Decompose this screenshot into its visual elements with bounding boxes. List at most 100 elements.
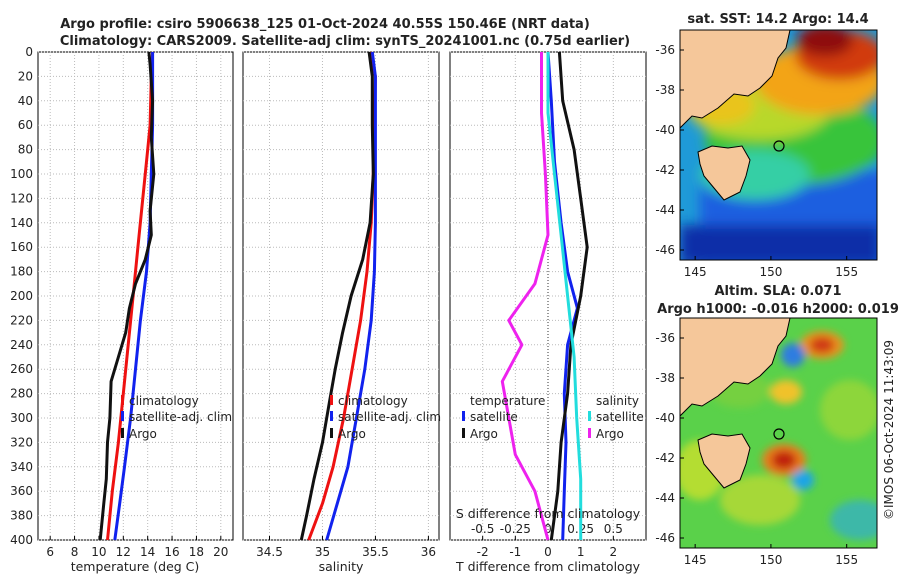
sst-tasmania (697, 145, 751, 201)
temperature-panel: 0 20 40 60 80 100 120 140 160 180 200 220 240 260 280 3… (10, 45, 234, 574)
sla-map-frame (679, 317, 878, 549)
series-line-salinity-satellite (546, 52, 583, 540)
x-tick-label: 8 (71, 545, 79, 559)
x-tick-label: 2 (610, 545, 618, 559)
depth-tick-label: 340 (10, 460, 33, 474)
x-tick-label: 35.5 (362, 545, 389, 559)
difference-xlabel: T difference from climatology (455, 559, 641, 574)
sst-map-panel: sat. SST: 14.2 Argo: 14.4 145 150 155 -36 -3… (655, 12, 878, 279)
depth-tick-label: 40 (18, 94, 33, 108)
salinity-plot-frame (242, 51, 440, 541)
salinity-xlabel: salinity (319, 559, 364, 574)
title-line-1: Argo profile: csiro 5906638_125 01-Oct-2… (60, 17, 590, 32)
x-tick-label: -2 (477, 545, 489, 559)
map-y-tick-label: -42 (655, 163, 675, 177)
map-x-tick-label: 155 (835, 265, 858, 279)
depth-tick-label: 220 (10, 313, 33, 327)
x-tick-label: 14 (140, 545, 155, 559)
difference-secondary-xlabel: S difference from climatology (456, 506, 641, 521)
legend-swatch-temp-satellite (462, 411, 465, 421)
legend-swatch-satellite-adj (330, 411, 333, 421)
x-tick-label: 10 (91, 545, 106, 559)
x-tick-label: 0 (544, 545, 552, 559)
sst-map-field (680, 30, 877, 260)
x-tick-label: 20 (213, 545, 228, 559)
x-tick-label: 34.5 (256, 545, 283, 559)
legend-title-salinity: salinity (596, 394, 639, 408)
salinity-panel: 34.5 35 35.5 36 salinity climatology satell… (242, 51, 441, 574)
depth-tick-label: 360 (10, 484, 33, 498)
temperature-xlabel: temperature (deg C) (71, 559, 200, 574)
legend-label-climatology: climatology (338, 394, 408, 408)
x-tick-label: 6 (46, 545, 54, 559)
depth-tick-label: 160 (10, 240, 33, 254)
depth-tick-label: 80 (18, 143, 33, 157)
sla-map-subtitle: Argo h1000: -0.016 h2000: 0.019 (657, 302, 899, 317)
x-tick-label: 18 (189, 545, 204, 559)
sla-map-field (680, 318, 877, 548)
map-y-tick-label: -44 (655, 203, 675, 217)
map-x-tick-label: 155 (835, 553, 858, 567)
legend-swatch-climatology (330, 395, 333, 405)
map-y-tick-label: -36 (655, 331, 675, 345)
x-tick-label: 35 (315, 545, 330, 559)
map-y-tick-label: -38 (655, 371, 675, 385)
depth-tick-label: 0 (25, 45, 33, 59)
depth-tick-label: 300 (10, 411, 33, 425)
map-y-tick-label: -46 (655, 531, 675, 545)
difference-legend: temperature satellite Argo salinity sate… (462, 394, 644, 441)
map-y-tick-label: -36 (655, 43, 675, 57)
legend-swatch-climatology (121, 395, 124, 405)
sla-tasmania (697, 433, 751, 489)
series-line-satellite-adj-clim (325, 51, 377, 541)
legend-label-sal-argo: Argo (596, 427, 624, 441)
sst-map-frame (679, 29, 878, 261)
depth-tick-label: 320 (10, 435, 33, 449)
depth-tick-label: 400 (10, 533, 33, 547)
secondary-x-tick-label: -0.25 (500, 522, 531, 536)
legend-swatch-sal-satellite (588, 411, 591, 421)
x-tick-label: -1 (509, 545, 521, 559)
depth-tick-label: 140 (10, 216, 33, 230)
x-tick-label: 16 (164, 545, 179, 559)
x-tick-label: 12 (116, 545, 131, 559)
salinity-legend: climatology satellite-adj. clim Argo (330, 394, 441, 441)
x-tick-label: 1 (577, 545, 585, 559)
map-y-tick-label: -46 (655, 243, 675, 257)
map-x-tick-label: 150 (759, 553, 782, 567)
x-tick-label: 36 (421, 545, 436, 559)
sst-mainland (680, 30, 791, 129)
sla-argo-marker (773, 428, 785, 440)
legend-swatch-argo (330, 428, 333, 438)
depth-tick-label: 200 (10, 289, 33, 303)
depth-tick-label: 60 (18, 118, 33, 132)
legend-swatch-sal-argo (588, 428, 591, 438)
depth-tick-label: 280 (10, 387, 33, 401)
legend-swatch-temp-argo (462, 428, 465, 438)
series-line-climatology (106, 51, 155, 541)
imos-watermark: ©IMOS 06-Oct-2024 11:43:09 (882, 340, 896, 520)
map-y-tick-label: -40 (655, 123, 675, 137)
legend-label-climatology: climatology (129, 394, 199, 408)
legend-title-temperature: temperature (470, 394, 545, 408)
map-y-tick-label: -42 (655, 451, 675, 465)
depth-tick-label: 20 (18, 69, 33, 83)
legend-label-argo: Argo (338, 427, 366, 441)
depth-tick-label: 120 (10, 191, 33, 205)
series-line-salinity-argo (500, 52, 550, 541)
sst-argo-marker (773, 140, 785, 152)
series-line-argo (98, 51, 156, 541)
legend-label-temp-satellite: satellite (470, 410, 518, 424)
depth-tick-label: 100 (10, 167, 33, 181)
map-y-tick-label: -44 (655, 491, 675, 505)
legend-label-sal-satellite: satellite (596, 410, 644, 424)
depth-tick-label: 240 (10, 338, 33, 352)
legend-swatch-satellite-adj (121, 411, 124, 421)
map-x-tick-label: 145 (684, 265, 707, 279)
map-x-tick-label: 145 (684, 553, 707, 567)
secondary-x-tick-label: 0.5 (604, 522, 623, 536)
legend-label-satellite-adj: satellite-adj. clim (129, 410, 232, 424)
map-y-tick-label: -40 (655, 411, 675, 425)
